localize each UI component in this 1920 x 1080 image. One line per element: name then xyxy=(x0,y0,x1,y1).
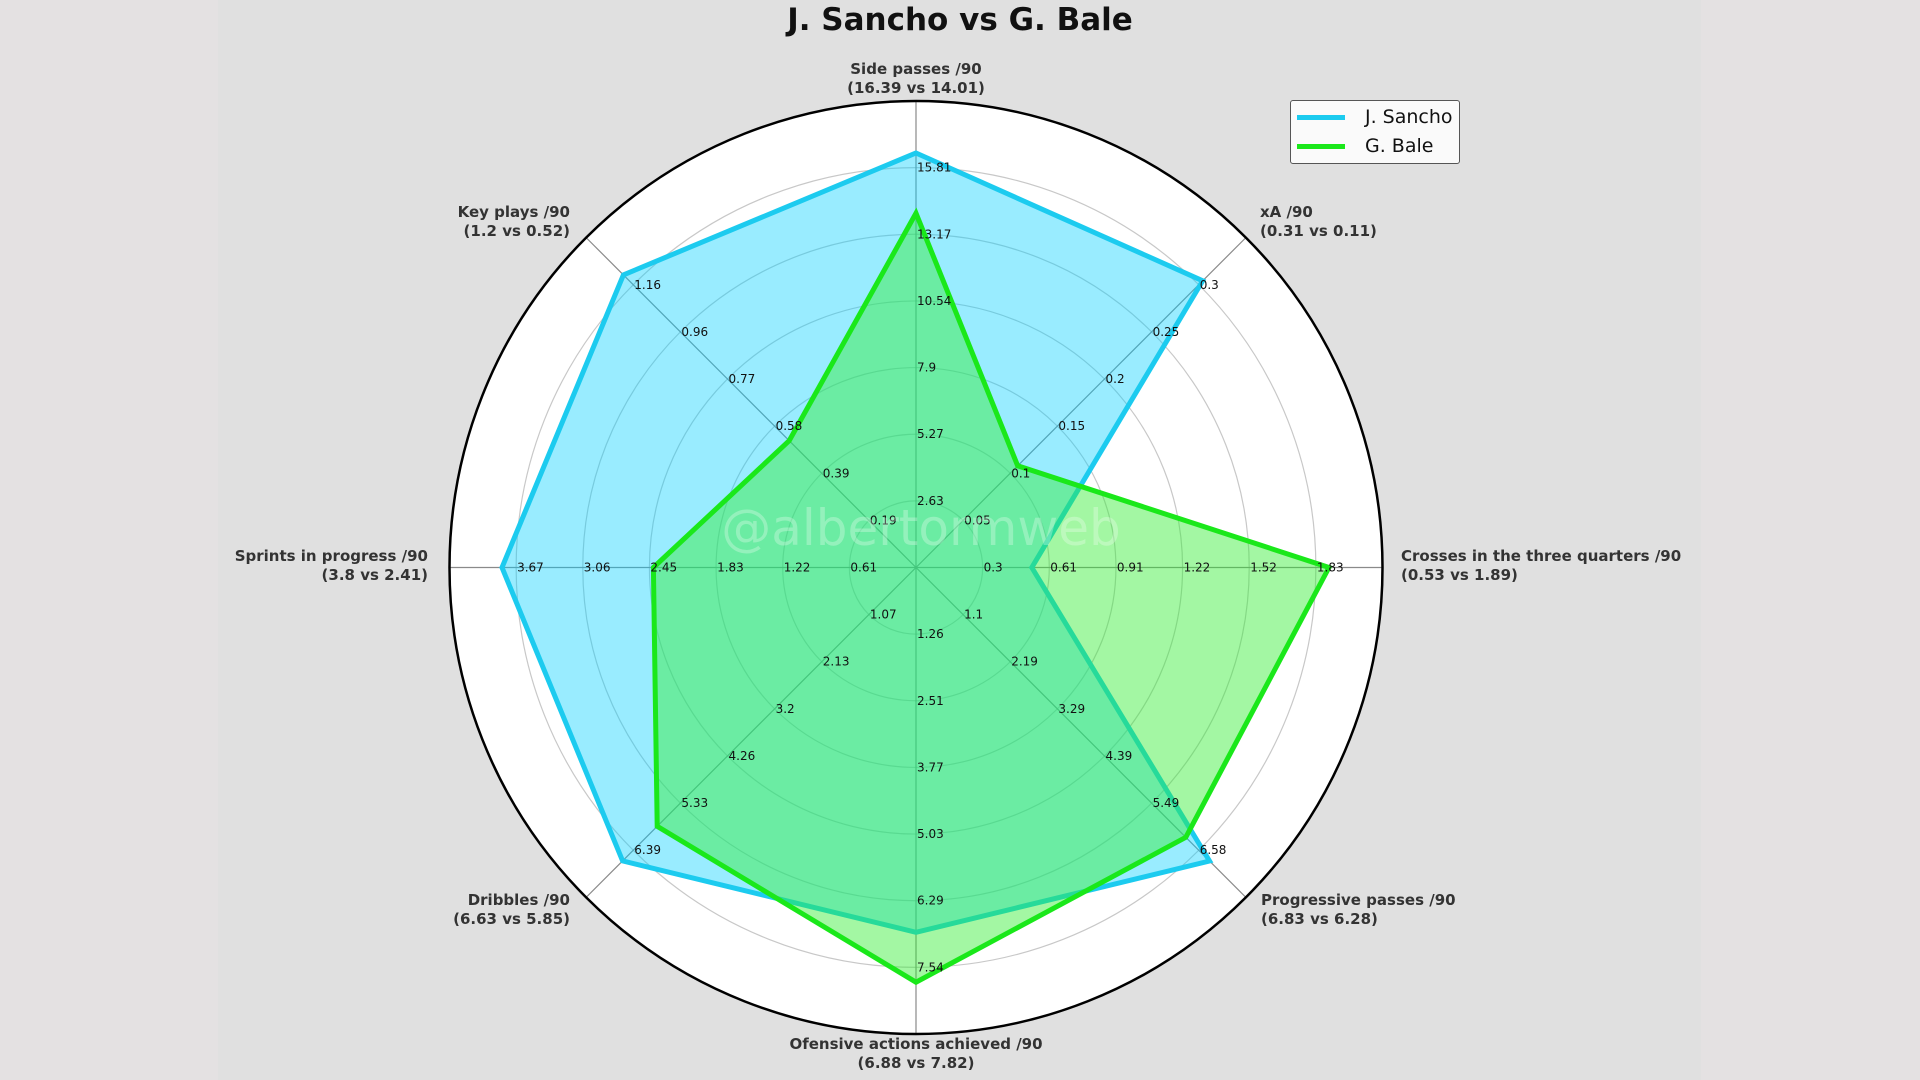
tick-label: 4.26 xyxy=(729,749,756,763)
axis-label-ofensive-actions: Ofensive actions achieved /90 (6.88 vs 7… xyxy=(789,1035,1043,1072)
tick-label: 10.54 xyxy=(917,294,951,308)
tick-label: 4.39 xyxy=(1106,749,1133,763)
legend-item-bale: G. Bale xyxy=(1297,134,1433,158)
tick-label: 1.16 xyxy=(634,278,661,292)
tick-label: 0.96 xyxy=(681,325,708,339)
tick-label: 6.58 xyxy=(1200,843,1227,857)
tick-label: 3.77 xyxy=(917,760,944,774)
tick-label: 3.67 xyxy=(517,561,544,575)
tick-label: 0.61 xyxy=(1050,561,1077,575)
tick-label: 0.19 xyxy=(870,513,897,527)
tick-label: 1.52 xyxy=(1250,561,1277,575)
tick-label: 3.29 xyxy=(1058,702,1085,716)
tick-label: 6.29 xyxy=(917,894,944,908)
axis-spokes xyxy=(449,101,1383,1034)
watermark: @albertormweb xyxy=(721,499,1121,557)
tick-label: 3.06 xyxy=(584,561,611,575)
legend-swatch-sancho xyxy=(1297,114,1345,120)
tick-label: 0.77 xyxy=(729,372,756,386)
tick-label: 0.61 xyxy=(850,561,877,575)
tick-labels: 2.63 5.27 7.9 10.54 13.17 15.81 0.05 0.1 0.15 0.2… xyxy=(517,161,1344,975)
axis-spoke xyxy=(915,237,1247,568)
legend-swatch-bale xyxy=(1297,143,1345,149)
tick-label: 1.22 xyxy=(784,561,811,575)
legend: J. Sancho G. Bale xyxy=(1290,100,1460,164)
tick-label: 5.49 xyxy=(1153,796,1180,810)
axis-spoke xyxy=(585,237,917,568)
tick-label: 0.39 xyxy=(823,466,850,480)
tick-label: 2.19 xyxy=(1011,655,1038,669)
axis-label-xa: xA /90 (0.31 vs 0.11) xyxy=(1260,203,1377,240)
tick-label: 5.03 xyxy=(917,827,944,841)
tick-label: 1.26 xyxy=(917,627,944,641)
series-bale-area xyxy=(650,207,1333,986)
axis-label-sprints: Sprints in progress /90 (3.8 vs 2.41) xyxy=(234,547,428,584)
tick-label: 3.2 xyxy=(776,702,795,716)
tick-label: 0.3 xyxy=(1200,278,1219,292)
tick-label: 7.9 xyxy=(917,361,936,375)
chart-title: J. Sancho vs G. Bale xyxy=(787,2,1133,38)
tick-label: 0.58 xyxy=(776,419,803,433)
legend-item-sancho: J. Sancho xyxy=(1297,105,1453,129)
axis-spoke xyxy=(585,567,917,898)
tick-label: 5.27 xyxy=(917,427,944,441)
tick-label: 1.07 xyxy=(870,608,897,622)
axis-label-progressive-passes: Progressive passes /90 (6.83 vs 6.28) xyxy=(1261,891,1456,928)
tick-label: 5.33 xyxy=(681,796,708,810)
tick-label: 2.45 xyxy=(650,561,677,575)
axis-label-dribbles: Dribbles /90 (6.63 vs 5.85) xyxy=(453,891,570,928)
plot-border xyxy=(448,99,1384,1036)
tick-label: 15.81 xyxy=(917,161,951,175)
tick-label: 2.63 xyxy=(917,494,944,508)
tick-label: 0.1 xyxy=(1011,466,1030,480)
tick-label: 0.2 xyxy=(1106,372,1125,386)
tick-label: 6.39 xyxy=(634,843,661,857)
tick-label: 0.3 xyxy=(984,561,1003,575)
series-sancho-area xyxy=(499,150,1214,935)
tick-label: 13.17 xyxy=(917,227,951,241)
tick-label: 1.22 xyxy=(1184,561,1211,575)
tick-label: 2.13 xyxy=(823,655,850,669)
axis-spoke xyxy=(915,567,1247,898)
tick-label: 0.15 xyxy=(1058,419,1085,433)
tick-label: 0.05 xyxy=(964,513,991,527)
tick-label: 0.91 xyxy=(1117,561,1144,575)
axis-label-side-passes: Side passes /90 (16.39 vs 14.01) xyxy=(847,60,985,97)
tick-label: 1.83 xyxy=(1317,561,1344,575)
axis-label-key-plays: Key plays /90 (1.2 vs 0.52) xyxy=(457,203,570,240)
tick-label: 0.25 xyxy=(1153,325,1180,339)
tick-label: 1.83 xyxy=(717,561,744,575)
tick-label: 1.1 xyxy=(964,608,983,622)
axis-label-crosses: Crosses in the three quarters /90 (0.53 … xyxy=(1401,547,1682,584)
tick-label: 2.51 xyxy=(917,694,944,708)
tick-label: 7.54 xyxy=(917,960,944,974)
